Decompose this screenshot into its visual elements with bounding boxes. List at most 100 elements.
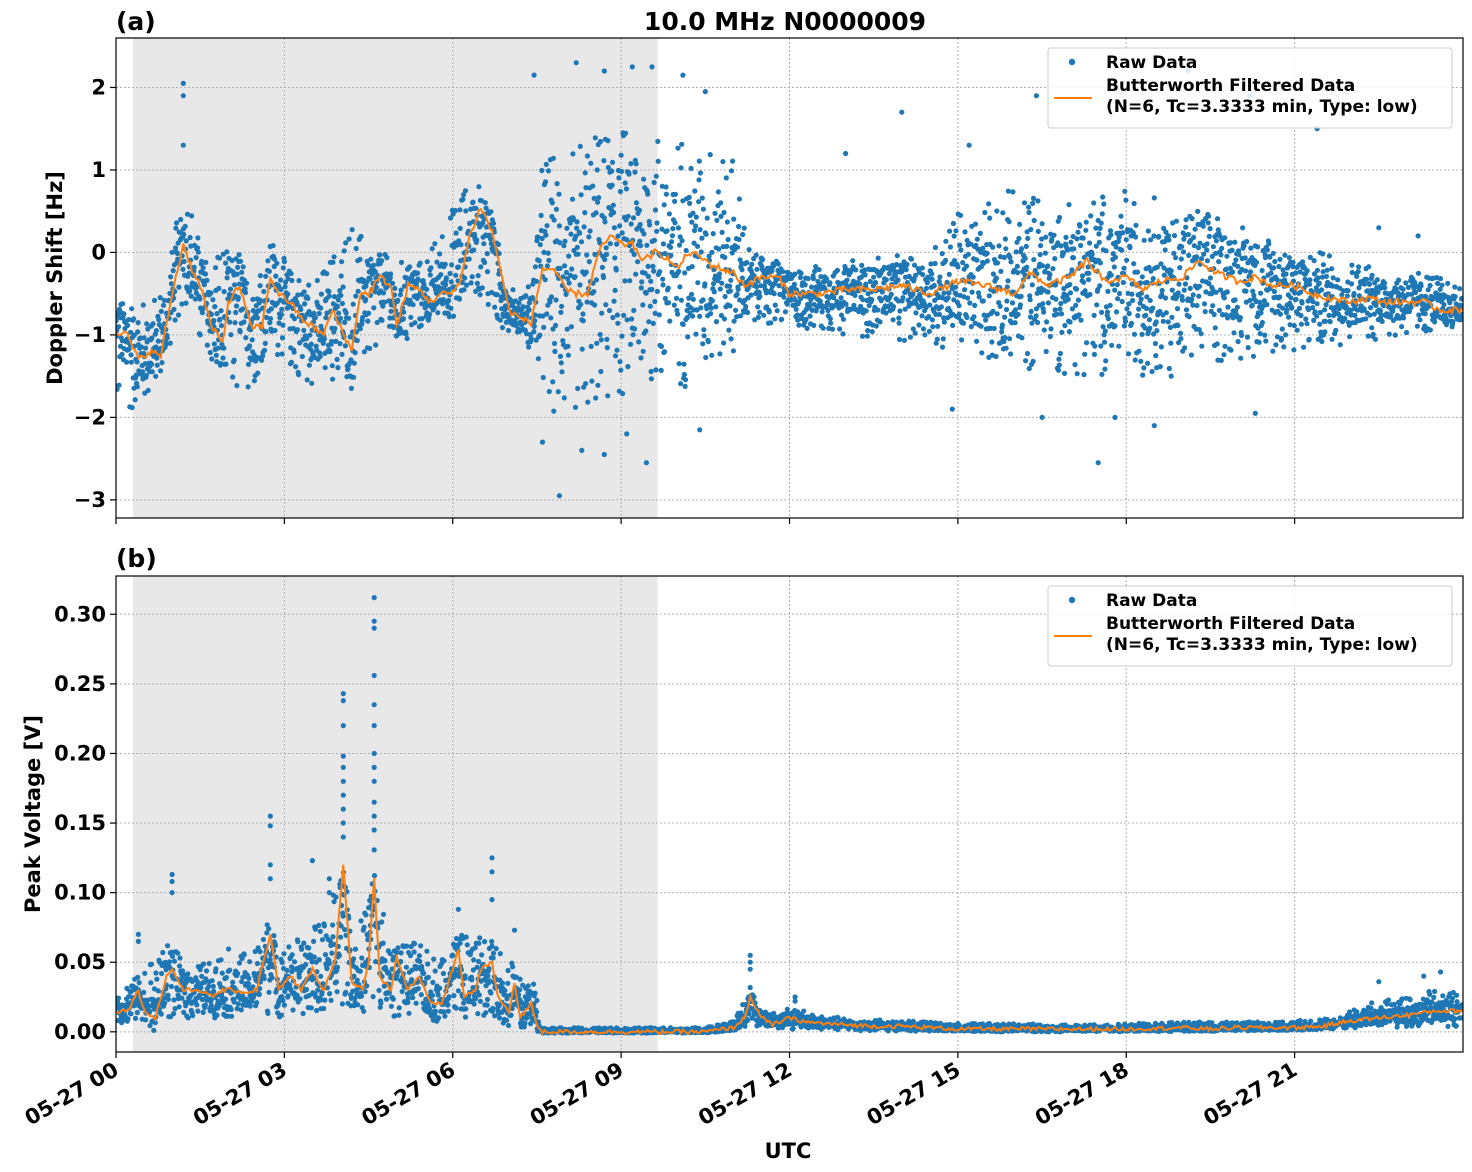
legend-label-raw: Raw Data bbox=[1106, 53, 1197, 73]
raw-data-point bbox=[772, 302, 778, 308]
raw-data-point bbox=[735, 286, 741, 292]
raw-data-point bbox=[1043, 348, 1049, 355]
raw-data-point bbox=[838, 295, 844, 301]
raw-data-point bbox=[809, 284, 815, 290]
raw-data-point bbox=[1115, 296, 1121, 302]
raw-data-point bbox=[1191, 234, 1197, 240]
raw-data-point bbox=[240, 306, 246, 312]
raw-data-point bbox=[1105, 316, 1111, 322]
raw-data-point bbox=[1195, 245, 1202, 251]
raw-data-point bbox=[266, 268, 272, 274]
raw-data-point bbox=[1437, 286, 1443, 292]
raw-data-point bbox=[1230, 315, 1236, 321]
raw-data-point bbox=[225, 1013, 231, 1019]
raw-data-point bbox=[316, 922, 322, 929]
raw-data-point bbox=[460, 196, 466, 202]
raw-data-point bbox=[591, 195, 597, 201]
raw-data-point bbox=[131, 316, 137, 322]
raw-data-point bbox=[669, 233, 676, 239]
raw-data-point bbox=[1125, 351, 1132, 357]
raw-data-point bbox=[798, 270, 804, 276]
raw-data-point bbox=[1114, 282, 1120, 288]
raw-data-point bbox=[1128, 320, 1135, 326]
raw-data-point bbox=[1004, 298, 1010, 304]
raw-data-point bbox=[280, 322, 286, 328]
raw-data-point bbox=[597, 138, 604, 145]
raw-data-point bbox=[1245, 345, 1251, 351]
raw-data-point bbox=[1293, 296, 1299, 302]
raw-data-point bbox=[630, 215, 637, 221]
raw-data-point bbox=[758, 283, 764, 289]
raw-data-point bbox=[1290, 264, 1296, 270]
raw-data-point bbox=[1320, 251, 1326, 257]
raw-data-point bbox=[1236, 252, 1242, 258]
raw-data-point bbox=[1031, 217, 1037, 224]
raw-data-point bbox=[658, 343, 665, 349]
raw-data-point bbox=[497, 317, 503, 323]
raw-data-point bbox=[1097, 260, 1103, 266]
raw-data-point bbox=[378, 1000, 384, 1006]
raw-data-point bbox=[652, 207, 659, 213]
raw-data-point bbox=[598, 337, 604, 343]
raw-data-point bbox=[633, 271, 639, 277]
raw-data-point bbox=[671, 302, 677, 308]
raw-data-point bbox=[389, 280, 396, 286]
raw-data-point bbox=[873, 280, 879, 286]
raw-data-point bbox=[1002, 335, 1008, 341]
raw-data-point bbox=[486, 966, 492, 972]
raw-data-point bbox=[647, 303, 653, 309]
raw-data-point bbox=[578, 301, 584, 307]
raw-data-point bbox=[469, 274, 475, 280]
raw-data-point bbox=[711, 289, 717, 295]
raw-data-point bbox=[610, 314, 616, 321]
raw-data-point bbox=[963, 263, 970, 269]
raw-data-point bbox=[337, 934, 344, 940]
raw-data-point bbox=[990, 271, 997, 277]
raw-data-point bbox=[221, 345, 227, 351]
raw-data-point bbox=[588, 343, 594, 349]
raw-data-point bbox=[1233, 257, 1239, 263]
raw-data-point bbox=[485, 973, 491, 979]
raw-data-point bbox=[860, 297, 866, 303]
raw-data-point bbox=[355, 288, 361, 294]
raw-data-point bbox=[1459, 295, 1463, 301]
raw-data-point bbox=[650, 263, 656, 269]
raw-data-point bbox=[946, 290, 952, 296]
raw-data-point bbox=[946, 271, 952, 277]
raw-data-point bbox=[173, 225, 179, 231]
raw-data-point bbox=[1213, 289, 1219, 295]
raw-data-point bbox=[1210, 303, 1216, 309]
raw-data-point bbox=[462, 275, 468, 281]
raw-data-point bbox=[1064, 247, 1070, 253]
raw-data-point bbox=[522, 1020, 528, 1026]
raw-data-point bbox=[132, 397, 138, 403]
raw-data-point bbox=[545, 250, 551, 256]
raw-data-point bbox=[680, 321, 686, 327]
raw-data-point bbox=[1258, 290, 1264, 296]
raw-data-point bbox=[288, 270, 294, 277]
raw-data-point bbox=[877, 319, 883, 325]
raw-data-point bbox=[228, 1006, 234, 1013]
raw-data-point bbox=[294, 327, 301, 333]
raw-data-point bbox=[476, 992, 482, 998]
raw-data-point bbox=[686, 295, 692, 301]
raw-data-point bbox=[680, 72, 686, 78]
raw-data-point bbox=[158, 1011, 164, 1017]
raw-data-point bbox=[1201, 251, 1207, 257]
raw-data-point bbox=[223, 996, 229, 1002]
raw-data-point bbox=[736, 236, 742, 243]
raw-data-point bbox=[365, 318, 371, 324]
raw-data-point bbox=[757, 293, 763, 299]
raw-data-point bbox=[1252, 410, 1258, 416]
raw-data-point bbox=[400, 316, 406, 322]
raw-data-point bbox=[271, 933, 277, 939]
raw-data-point bbox=[134, 359, 140, 365]
raw-data-point bbox=[1091, 312, 1097, 318]
raw-data-point bbox=[1314, 301, 1320, 307]
raw-data-point bbox=[598, 368, 604, 375]
raw-data-point bbox=[675, 145, 681, 151]
raw-data-point bbox=[713, 319, 720, 325]
raw-data-point bbox=[1382, 285, 1388, 291]
raw-data-point bbox=[544, 311, 550, 317]
raw-data-point bbox=[1362, 281, 1368, 287]
